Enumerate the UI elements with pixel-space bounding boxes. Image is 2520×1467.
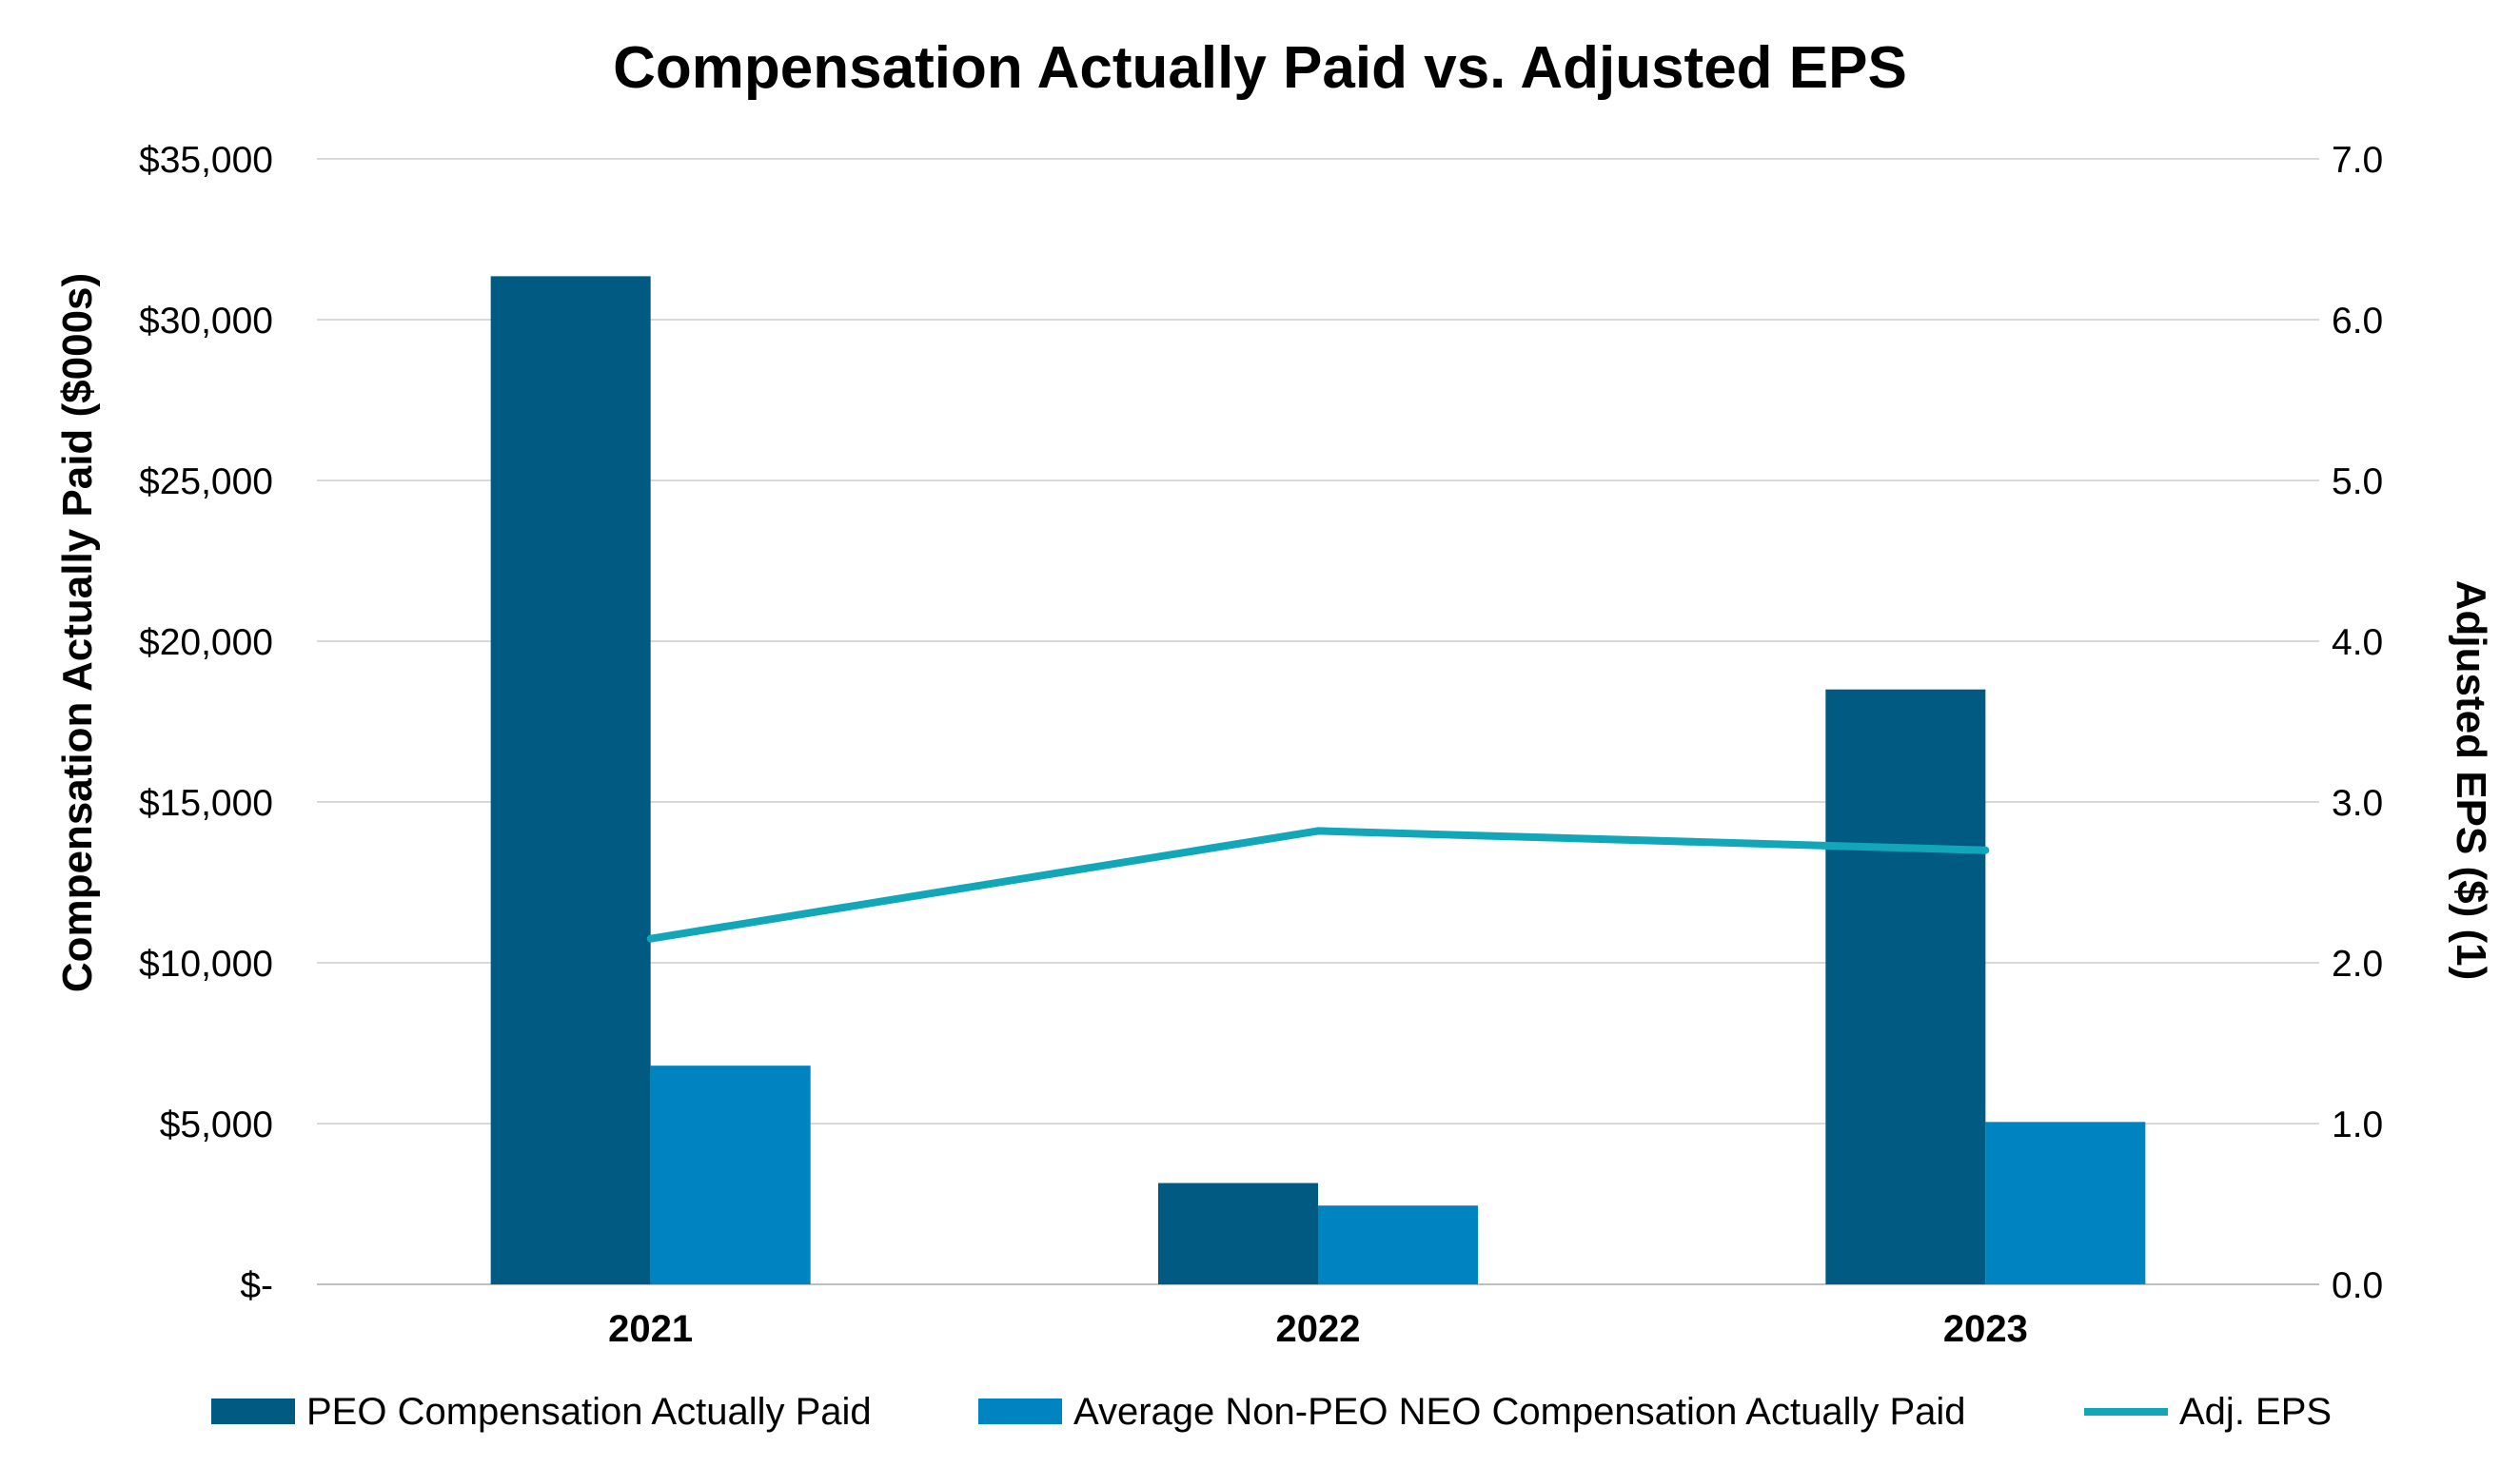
- right-tick-label: 4.0: [2332, 622, 2383, 663]
- left-tick-label: $35,000: [139, 140, 273, 181]
- left-tick-label: $20,000: [139, 622, 273, 663]
- legend-label-eps: Adj. EPS: [2179, 1391, 2332, 1433]
- right-axis-ticks: 7.0 6.0 5.0 4.0 3.0 2.0 1.0 0.0: [2332, 140, 2383, 1306]
- right-tick-label: 0.0: [2332, 1265, 2383, 1306]
- right-tick-label: 5.0: [2332, 461, 2383, 502]
- bar-peo-2023: [1825, 689, 1986, 1284]
- bars: [490, 276, 2146, 1284]
- right-tick-label: 6.0: [2332, 301, 2383, 342]
- bar-non-peo-2023: [1985, 1122, 2146, 1284]
- left-axis-ticks: $35,000 $30,000 $25,000 $20,000 $15,000 $10,0…: [139, 140, 273, 1306]
- category-label-2021: 2021: [608, 1308, 693, 1350]
- left-tick-label: $-: [240, 1265, 273, 1306]
- left-tick-label: $5,000: [160, 1105, 273, 1145]
- legend-label-non-peo: Average Non-PEO NEO Compensation Actuall…: [1073, 1391, 1966, 1433]
- right-axis-title: Adjusted EPS ($) (1): [2448, 580, 2494, 981]
- legend-label-peo: PEO Compensation Actually Paid: [306, 1391, 872, 1433]
- left-tick-label: $10,000: [139, 944, 273, 985]
- eps-point-2021: [646, 934, 655, 943]
- category-label-2023: 2023: [1943, 1308, 2028, 1350]
- eps-point-2023: [1981, 846, 1990, 854]
- left-tick-label: $25,000: [139, 461, 273, 502]
- right-tick-label: 2.0: [2332, 944, 2383, 985]
- right-tick-label: 7.0: [2332, 140, 2383, 181]
- category-labels: 2021 2022 2023: [608, 1308, 2028, 1350]
- eps-point-2022: [1314, 827, 1322, 835]
- category-label-2022: 2022: [1276, 1308, 1361, 1350]
- bar-peo-2022: [1158, 1183, 1318, 1284]
- left-axis-title: Compensation Actually Paid ($000s): [54, 273, 101, 992]
- bar-non-peo-2021: [650, 1066, 811, 1284]
- left-tick-label: $15,000: [139, 783, 273, 824]
- legend-swatch-peo: [211, 1399, 295, 1424]
- bar-peo-2021: [490, 276, 651, 1284]
- legend: PEO Compensation Actually Paid Average N…: [211, 1391, 2332, 1433]
- legend-swatch-non-peo: [978, 1399, 1062, 1424]
- chart-title: Compensation Actually Paid vs. Adjusted …: [613, 35, 1907, 101]
- eps-line-layer: [646, 827, 1990, 943]
- eps-line: [650, 827, 1986, 943]
- right-tick-label: 3.0: [2332, 783, 2383, 824]
- right-tick-label: 1.0: [2332, 1105, 2383, 1145]
- bar-non-peo-2022: [1318, 1205, 1478, 1284]
- left-tick-label: $30,000: [139, 301, 273, 342]
